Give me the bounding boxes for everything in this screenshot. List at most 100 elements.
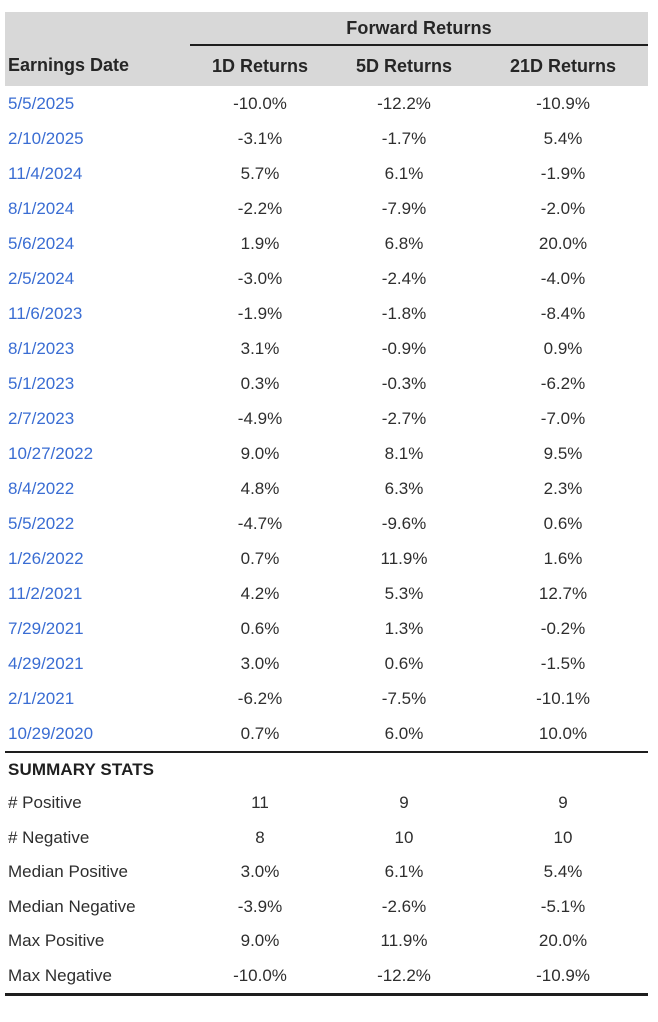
earnings-date-link[interactable]: 5/6/2024 [8, 233, 75, 253]
stat-value-1d: 11 [251, 793, 269, 813]
return-5d-value: 1.3% [384, 618, 424, 638]
stat-label: # Negative [8, 827, 90, 847]
stat-value-1d: -3.9% [237, 896, 283, 916]
forward-returns-header: Forward Returns [190, 12, 649, 46]
summary-stats-header: SUMMARY STATS [8, 759, 155, 779]
return-5d-value: -0.3% [381, 373, 427, 393]
earnings-rows: 5/5/2025 -10.0% -12.2% -10.9% 2/10/2025 … [5, 86, 648, 752]
earnings-date-link[interactable]: 2/1/2021 [8, 688, 75, 708]
return-5d-value: -2.7% [381, 408, 427, 428]
return-1d-value: 0.3% [240, 373, 280, 393]
summary-row: Median Positive 3.0% 6.1% 5.4% [5, 855, 648, 890]
summary-stats-section: SUMMARY STATS # Positive 11 9 9 # Negati… [5, 752, 649, 995]
table-row: 2/7/2023 -4.9% -2.7% -7.0% [5, 401, 648, 436]
stat-value-1d: 8 [255, 827, 265, 847]
earnings-date-link[interactable]: 10/29/2020 [8, 723, 94, 743]
earnings-date-link[interactable]: 5/1/2023 [8, 373, 75, 393]
earnings-date-link[interactable]: 2/5/2024 [8, 268, 75, 288]
return-1d-value: 0.7% [240, 723, 280, 743]
return-1d-value: 0.6% [240, 618, 280, 638]
table-row: 5/5/2022 -4.7% -9.6% 0.6% [5, 506, 648, 541]
earnings-date-link[interactable]: 2/7/2023 [8, 408, 75, 428]
table-row: 8/1/2023 3.1% -0.9% 0.9% [5, 331, 648, 366]
return-1d-value: 4.2% [240, 583, 280, 603]
table-header: Forward Returns Earnings Date 1D Returns… [5, 12, 649, 86]
earnings-date-link[interactable]: 8/1/2024 [8, 198, 75, 218]
return-21d-value: -0.2% [540, 618, 586, 638]
return-1d-value: -3.1% [237, 128, 283, 148]
return-1d-value: 1.9% [240, 233, 280, 253]
stat-value-1d: -10.0% [233, 965, 287, 985]
return-5d-value: -12.2% [377, 93, 431, 113]
earnings-date-link[interactable]: 7/29/2021 [8, 618, 84, 638]
stat-value-21d: -5.1% [540, 896, 586, 916]
return-1d-value: 5.7% [240, 163, 280, 183]
return-5d-value: 11.9% [380, 548, 428, 568]
return-5d-value: -1.7% [381, 128, 427, 148]
return-21d-value: 9.5% [543, 443, 583, 463]
summary-row: # Negative 8 10 10 [5, 821, 648, 856]
return-1d-value: -1.9% [237, 303, 283, 323]
earnings-date-link[interactable]: 8/4/2022 [8, 478, 75, 498]
return-1d-value: 0.7% [240, 548, 280, 568]
table-row: 1/26/2022 0.7% 11.9% 1.6% [5, 541, 648, 576]
return-5d-value: -1.8% [381, 303, 427, 323]
return-5d-value: 6.0% [384, 723, 424, 743]
stat-label: Median Negative [8, 896, 136, 916]
earnings-date-link[interactable]: 11/2/2021 [8, 583, 83, 603]
table-row: 2/1/2021 -6.2% -7.5% -10.1% [5, 681, 648, 716]
table-row: 5/5/2025 -10.0% -12.2% -10.9% [5, 86, 648, 121]
stat-value-5d: 6.1% [384, 862, 424, 882]
table-row: 10/27/2022 9.0% 8.1% 9.5% [5, 436, 648, 471]
return-5d-value: -9.6% [381, 513, 427, 533]
stat-value-21d: 20.0% [538, 931, 588, 951]
summary-row: # Positive 11 9 9 [5, 786, 648, 821]
return-21d-value: 5.4% [543, 128, 583, 148]
group-header-row: Forward Returns [5, 12, 649, 46]
earnings-date-link[interactable]: 10/27/2022 [8, 443, 94, 463]
stat-value-21d: 5.4% [543, 862, 583, 882]
return-5d-value: -7.5% [381, 688, 427, 708]
table-row: 11/4/2024 5.7% 6.1% -1.9% [5, 156, 648, 191]
table-row: 7/29/2021 0.6% 1.3% -0.2% [5, 611, 648, 646]
return-1d-value: -6.2% [237, 688, 283, 708]
col-header-earnings-date: Earnings Date [5, 45, 190, 86]
earnings-date-link[interactable]: 2/10/2025 [8, 128, 84, 148]
stat-label: Max Positive [8, 931, 105, 951]
earnings-date-link[interactable]: 8/1/2023 [8, 338, 75, 358]
stat-value-1d: 9.0% [240, 931, 280, 951]
earnings-date-link[interactable]: 4/29/2021 [8, 653, 84, 673]
summary-row: Max Positive 9.0% 11.9% 20.0% [5, 924, 648, 959]
return-21d-value: 10.0% [538, 723, 588, 743]
stat-value-1d: 3.0% [240, 862, 280, 882]
return-21d-value: 12.7% [538, 583, 588, 603]
earnings-date-link[interactable]: 5/5/2025 [8, 93, 75, 113]
group-header-spacer [5, 12, 190, 45]
earnings-date-link[interactable]: 1/26/2022 [8, 548, 84, 568]
return-1d-value: -10.0% [233, 93, 287, 113]
return-5d-value: 5.3% [384, 583, 424, 603]
return-21d-value: 0.6% [543, 513, 583, 533]
table-row: 8/1/2024 -2.2% -7.9% -2.0% [5, 191, 648, 226]
stat-label: Max Negative [8, 965, 112, 985]
earnings-date-link[interactable]: 11/4/2024 [8, 163, 83, 183]
return-1d-value: -4.9% [237, 408, 283, 428]
table-row: 4/29/2021 3.0% 0.6% -1.5% [5, 646, 648, 681]
table-row: 5/6/2024 1.9% 6.8% 20.0% [5, 226, 648, 261]
table-row: 2/10/2025 -3.1% -1.7% 5.4% [5, 121, 648, 156]
stat-value-5d: -12.2% [377, 965, 431, 985]
stat-value-5d: -2.6% [381, 896, 427, 916]
return-21d-value: -1.5% [540, 653, 586, 673]
return-21d-value: 20.0% [538, 233, 588, 253]
return-21d-value: -7.0% [540, 408, 586, 428]
stat-value-5d: 9 [399, 793, 409, 813]
earnings-date-link[interactable]: 5/5/2022 [8, 513, 75, 533]
stat-value-21d: 9 [558, 793, 568, 813]
return-5d-value: -7.9% [381, 198, 427, 218]
return-21d-value: -1.9% [540, 163, 586, 183]
return-5d-value: 6.1% [384, 163, 424, 183]
return-1d-value: 3.1% [240, 338, 280, 358]
return-21d-value: -4.0% [540, 268, 586, 288]
earnings-date-link[interactable]: 11/6/2023 [8, 303, 83, 323]
stat-value-21d: 10 [553, 827, 573, 847]
